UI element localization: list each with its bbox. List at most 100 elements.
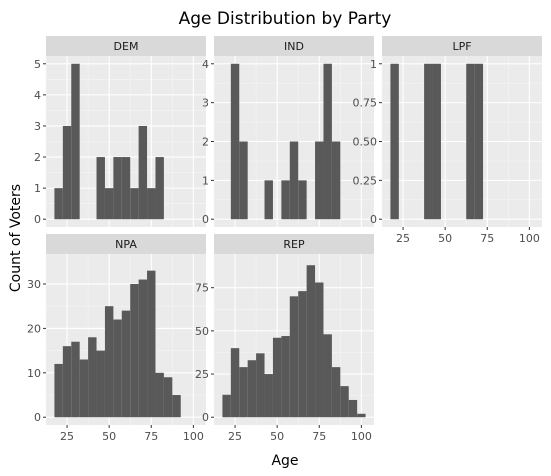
y-tick-label: 0 (202, 213, 209, 226)
facet-dem: DEM 0 1 2 3 4 5 (34, 36, 206, 227)
x-tick-label: 50 (102, 430, 116, 443)
strip-dem (46, 36, 206, 56)
histogram-bar (121, 157, 131, 220)
x-tick-label: 75 (312, 430, 326, 443)
histogram-bar (466, 63, 475, 220)
histogram-bar (104, 188, 114, 220)
histogram-bar (222, 394, 231, 418)
histogram-bar (424, 63, 433, 220)
strip-label-rep: REP (283, 238, 305, 251)
histogram-bar (62, 346, 72, 418)
y-tick-label: 0 (202, 411, 209, 424)
histogram-bar (230, 348, 240, 418)
histogram-bar (348, 399, 358, 418)
facet-panels: DEM 0 1 2 3 4 5 IND 0 1 2 3 4 LPF 0 0.25 0.50 0.75 1 25 50 75… (27, 36, 542, 443)
y-tick-label: 0 (34, 213, 41, 226)
histogram-bar (281, 180, 290, 220)
x-tick-label: 25 (396, 232, 410, 245)
histogram-bar (71, 341, 80, 418)
x-tick-label: 100 (351, 430, 372, 443)
histogram-bar (96, 350, 105, 418)
histogram-bar (323, 334, 332, 418)
facet-rep: REP 0 25 50 75 25 50 75 100 (195, 234, 374, 443)
y-tick-label: 10 (27, 367, 41, 380)
y-tick-label: 25 (195, 368, 209, 381)
histogram-bar (62, 125, 72, 220)
histogram-bar (323, 63, 332, 220)
facet-npa: NPA 0 10 20 30 25 50 75 100 (27, 234, 206, 443)
y-tick-label: 2 (202, 136, 209, 149)
y-tick-label: 1 (202, 174, 209, 187)
y-tick-label: 3 (202, 97, 209, 110)
strip-label-dem: DEM (114, 40, 139, 53)
histogram-bar (113, 319, 122, 418)
histogram-bar (138, 125, 148, 220)
histogram-bar (264, 374, 273, 418)
y-tick-label: 0.75 (353, 97, 378, 110)
histogram-bar (474, 63, 484, 220)
histogram-bar (104, 306, 114, 418)
y-tick-label: 4 (202, 58, 209, 71)
histogram-bar (121, 310, 131, 418)
histogram-bar (331, 141, 341, 220)
y-tick-label: 3 (34, 120, 41, 133)
histogram-bar (88, 337, 97, 418)
y-tick-label: 2 (34, 151, 41, 164)
histogram-bar (331, 367, 341, 418)
y-tick-label: 0 (34, 411, 41, 424)
x-tick-label: 25 (60, 430, 74, 443)
histogram-bar (130, 188, 139, 220)
y-tick-label: 1 (370, 58, 377, 71)
histogram-bar (147, 188, 156, 220)
histogram-bar (264, 180, 273, 220)
histogram-bar (306, 265, 316, 418)
histogram-bar (230, 63, 240, 220)
x-tick-label: 50 (438, 232, 452, 245)
y-tick-label: 30 (27, 278, 41, 291)
x-tick-label: 100 (183, 430, 204, 443)
histogram-bar (281, 336, 290, 418)
strip-ind (214, 36, 374, 56)
histogram-bar (113, 157, 122, 220)
histogram-bar (357, 413, 366, 418)
histogram-bar (130, 283, 139, 418)
y-tick-label: 0.25 (353, 174, 378, 187)
histogram-bar (315, 141, 324, 220)
x-tick-label: 75 (144, 430, 158, 443)
y-tick-label: 4 (34, 89, 41, 102)
facet-ind: IND 0 1 2 3 4 (202, 36, 374, 227)
y-tick-label: 0 (370, 213, 377, 226)
histogram-bar (239, 141, 248, 220)
y-tick-label: 0.50 (353, 136, 378, 149)
histogram-bar (247, 360, 257, 418)
histogram-bar (272, 337, 282, 418)
strip-rep (214, 234, 374, 254)
histogram-bar (147, 270, 156, 418)
histogram-bar (315, 282, 324, 418)
histogram-bar (298, 291, 307, 418)
histogram-bar (79, 359, 89, 418)
facet-lpf: LPF 0 0.25 0.50 0.75 1 25 50 75 100 (353, 36, 542, 245)
histogram-bar (54, 363, 63, 418)
strip-lpf (382, 36, 542, 56)
strip-label-lpf: LPF (452, 40, 471, 53)
histogram-bar (340, 386, 349, 418)
histogram-bar (256, 353, 265, 418)
x-tick-label: 100 (519, 232, 540, 245)
x-tick-label: 50 (270, 430, 284, 443)
histogram-bar (239, 367, 248, 418)
x-tick-label: 25 (228, 430, 242, 443)
histogram-bar (432, 63, 441, 220)
histogram-bar (138, 279, 148, 418)
histogram-bar (155, 372, 164, 418)
histogram-bar (289, 141, 299, 220)
y-tick-label: 5 (34, 58, 41, 71)
histogram-bar (298, 180, 307, 220)
histogram-bar (96, 157, 105, 220)
x-tick-label: 75 (480, 232, 494, 245)
y-tick-label: 50 (195, 325, 209, 338)
histogram-bar (172, 395, 181, 418)
histogram-bar (390, 63, 399, 220)
y-tick-label: 20 (27, 322, 41, 335)
strip-npa (46, 234, 206, 254)
